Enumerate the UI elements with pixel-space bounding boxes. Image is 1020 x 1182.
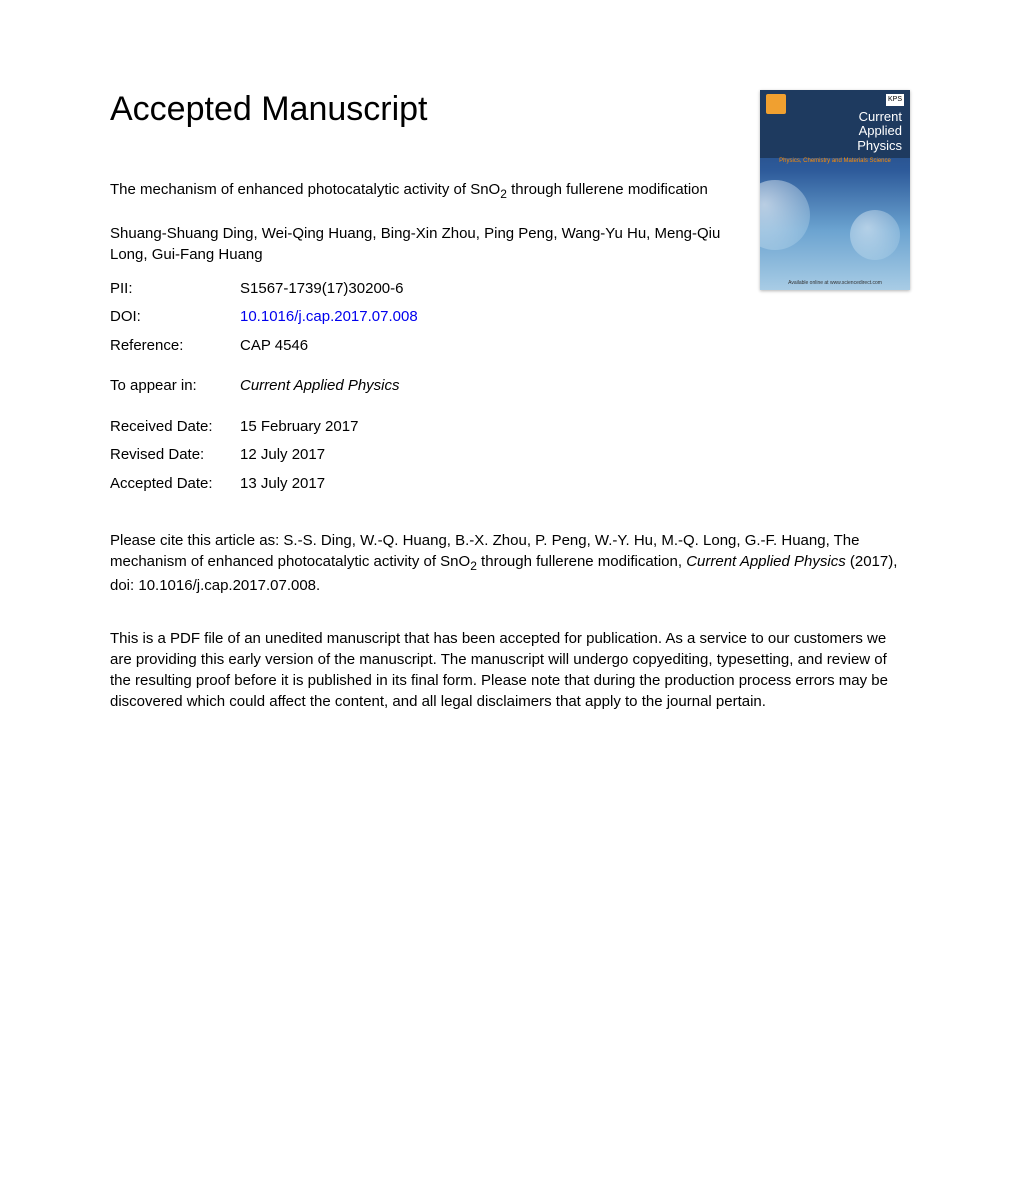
- cover-title-line2: Applied: [859, 123, 902, 138]
- cover-footer-text: Available online at www.sciencedirect.co…: [760, 280, 910, 286]
- accepted-row: Accepted Date: 13 July 2017: [110, 470, 910, 499]
- accepted-label: Accepted Date:: [110, 470, 240, 499]
- title-subscript: 2: [500, 187, 507, 201]
- doi-link[interactable]: 10.1016/j.cap.2017.07.008: [240, 303, 910, 332]
- disclaimer-text: This is a PDF file of an unedited manusc…: [110, 628, 910, 712]
- cover-title-line1: Current: [859, 109, 902, 124]
- cover-bubble-icon: [760, 180, 810, 250]
- reference-row: Reference: CAP 4546: [110, 332, 910, 361]
- revised-value: 12 July 2017: [240, 441, 910, 470]
- doi-label: DOI:: [110, 303, 240, 332]
- spacer: [110, 401, 910, 413]
- cover-subtitle: Physics, Chemistry and Materials Science: [760, 158, 910, 164]
- title-text-pre: The mechanism of enhanced photocatalytic…: [110, 181, 500, 198]
- pii-label: PII:: [110, 275, 240, 304]
- accepted-value: 13 July 2017: [240, 470, 910, 499]
- journal-cover-thumbnail: KPS Current Applied Physics Physics, Che…: [760, 90, 910, 290]
- citation-post-before: through fullerene modification,: [477, 553, 686, 570]
- revised-label: Revised Date:: [110, 441, 240, 470]
- doi-row: DOI: 10.1016/j.cap.2017.07.008: [110, 303, 910, 332]
- received-row: Received Date: 15 February 2017: [110, 413, 910, 442]
- received-value: 15 February 2017: [240, 413, 910, 442]
- reference-label: Reference:: [110, 332, 240, 361]
- cover-title-line3: Physics: [857, 138, 902, 153]
- cover-bubble-icon: [850, 210, 900, 260]
- manuscript-page: KPS Current Applied Physics Physics, Che…: [0, 0, 1020, 772]
- appear-value: Current Applied Physics: [240, 372, 910, 401]
- elsevier-tree-icon: [766, 94, 786, 114]
- reference-value: CAP 4546: [240, 332, 910, 361]
- kps-logo: KPS: [886, 94, 904, 106]
- citation-text: Please cite this article as: S.-S. Ding,…: [110, 530, 910, 596]
- spacer: [110, 360, 910, 372]
- metadata-table: PII: S1567-1739(17)30200-6 DOI: 10.1016/…: [110, 275, 910, 499]
- appear-label: To appear in:: [110, 372, 240, 401]
- title-text-post: through fullerene modification: [507, 181, 708, 198]
- citation-subscript: 2: [470, 559, 477, 573]
- appear-row: To appear in: Current Applied Physics: [110, 372, 910, 401]
- cover-journal-title: Current Applied Physics: [857, 110, 902, 153]
- article-title: The mechanism of enhanced photocatalytic…: [110, 179, 730, 203]
- author-list: Shuang-Shuang Ding, Wei-Qing Huang, Bing…: [110, 223, 730, 265]
- citation-journal: Current Applied Physics: [686, 553, 846, 570]
- revised-row: Revised Date: 12 July 2017: [110, 441, 910, 470]
- received-label: Received Date:: [110, 413, 240, 442]
